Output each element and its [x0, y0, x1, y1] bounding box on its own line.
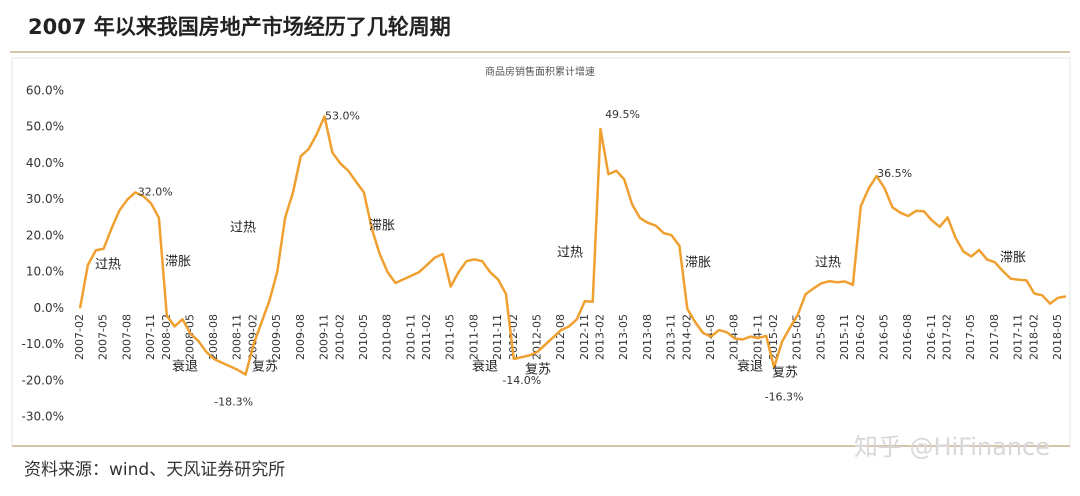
y-tick-label: -20.0%	[22, 373, 64, 387]
x-tick-label: 2011-08	[467, 314, 480, 360]
value-label: -18.3%	[214, 396, 253, 409]
x-tick-label: 2016-11	[925, 314, 938, 360]
x-tick-label: 2015-08	[814, 314, 827, 360]
value-label: -14.0%	[502, 374, 541, 387]
x-tick-label: 2013-11	[665, 314, 678, 360]
phase-label: 复苏	[525, 362, 551, 378]
chart-title: 2007 年以来我国房地产市场经历了几轮周期	[28, 15, 451, 39]
x-tick-label: 2008-11	[231, 314, 244, 360]
y-tick-label: 10.0%	[26, 265, 64, 279]
x-tick-label: 2016-05	[877, 314, 890, 360]
phase-label: 复苏	[252, 359, 278, 375]
y-tick-label: -10.0%	[22, 337, 64, 351]
phase-label: 复苏	[772, 365, 798, 381]
value-label: -16.3%	[765, 390, 804, 403]
phase-label: 过热	[230, 221, 256, 236]
y-tick-label: 30.0%	[26, 192, 64, 206]
phase-label: 滞胀	[1000, 251, 1026, 266]
x-tick-label: 2009-08	[294, 314, 307, 360]
x-tick-label: 2012-11	[578, 314, 591, 360]
x-tick-label: 2007-11	[144, 314, 157, 360]
x-tick-label: 2009-02	[247, 314, 260, 360]
line-series	[78, 115, 1067, 376]
y-tick-label: 20.0%	[26, 228, 64, 242]
phase-label: 过热	[95, 258, 121, 273]
x-tick-label: 2007-02	[73, 314, 86, 360]
x-tick-label: 2012-08	[554, 314, 567, 360]
value-label: 49.5%	[605, 108, 640, 121]
y-tick-label: 40.0%	[26, 156, 64, 170]
phase-label: 衰退	[172, 359, 198, 375]
x-tick-label: 2009-05	[270, 314, 283, 360]
phase-label: 过热	[557, 246, 583, 261]
x-tick-label: 2013-08	[641, 314, 654, 360]
x-tick-label: 2011-11	[491, 314, 504, 360]
y-tick-label: -30.0%	[22, 410, 64, 424]
value-label: 32.0%	[138, 185, 173, 198]
phase-label: 过热	[815, 256, 841, 271]
x-tick-label: 2010-08	[381, 314, 394, 360]
y-tick-label: 60.0%	[26, 84, 64, 98]
x-tick-label: 2015-11	[838, 314, 851, 360]
phase-label: 衰退	[472, 359, 498, 375]
x-tick-label: 2007-08	[120, 314, 133, 360]
x-tick-label: 2008-08	[207, 314, 220, 360]
x-tick-label: 2007-05	[97, 314, 110, 360]
x-tick-label: 2017-11	[1012, 314, 1025, 360]
x-tick-label: 2011-05	[444, 314, 457, 360]
phase-label: 滞胀	[165, 255, 191, 270]
x-tick-label: 2013-02	[594, 314, 607, 360]
x-tick-label: 2011-02	[420, 314, 433, 360]
x-tick-label: 2009-11	[318, 314, 331, 360]
x-tick-label: 2010-11	[404, 314, 417, 360]
x-tick-label: 2015-05	[791, 314, 804, 360]
x-tick-label: 2016-08	[901, 314, 914, 360]
y-tick-label: 50.0%	[26, 120, 64, 134]
value-label: 53.0%	[325, 109, 360, 122]
y-tick-label: 0.0%	[34, 301, 65, 315]
x-tick-label: 2018-02	[1027, 314, 1040, 360]
x-tick-label: 2010-02	[333, 314, 346, 360]
x-tick-label: 2014-02	[680, 314, 693, 360]
watermark: 知乎 @HiFinance	[854, 433, 1050, 461]
phase-label: 滞胀	[685, 256, 711, 271]
x-tick-label: 2018-05	[1051, 314, 1064, 360]
x-tick-label: 2017-05	[964, 314, 977, 360]
value-label: 36.5%	[877, 167, 912, 180]
x-tick-label: 2017-02	[941, 314, 954, 360]
x-tick-label: 2017-08	[988, 314, 1001, 360]
x-tick-label: 2010-05	[357, 314, 370, 360]
phase-label: 衰退	[737, 359, 763, 375]
x-tick-label: 2008-02	[160, 314, 173, 360]
chart-frame	[11, 57, 1071, 447]
source-note: 资料来源：wind、天风证券研究所	[24, 460, 285, 480]
chart-subtitle: 商品房销售面积累计增速	[485, 65, 595, 78]
x-tick-label: 2013-05	[617, 314, 630, 360]
x-tick-label: 2016-02	[854, 314, 867, 360]
phase-label: 滞胀	[369, 219, 395, 234]
